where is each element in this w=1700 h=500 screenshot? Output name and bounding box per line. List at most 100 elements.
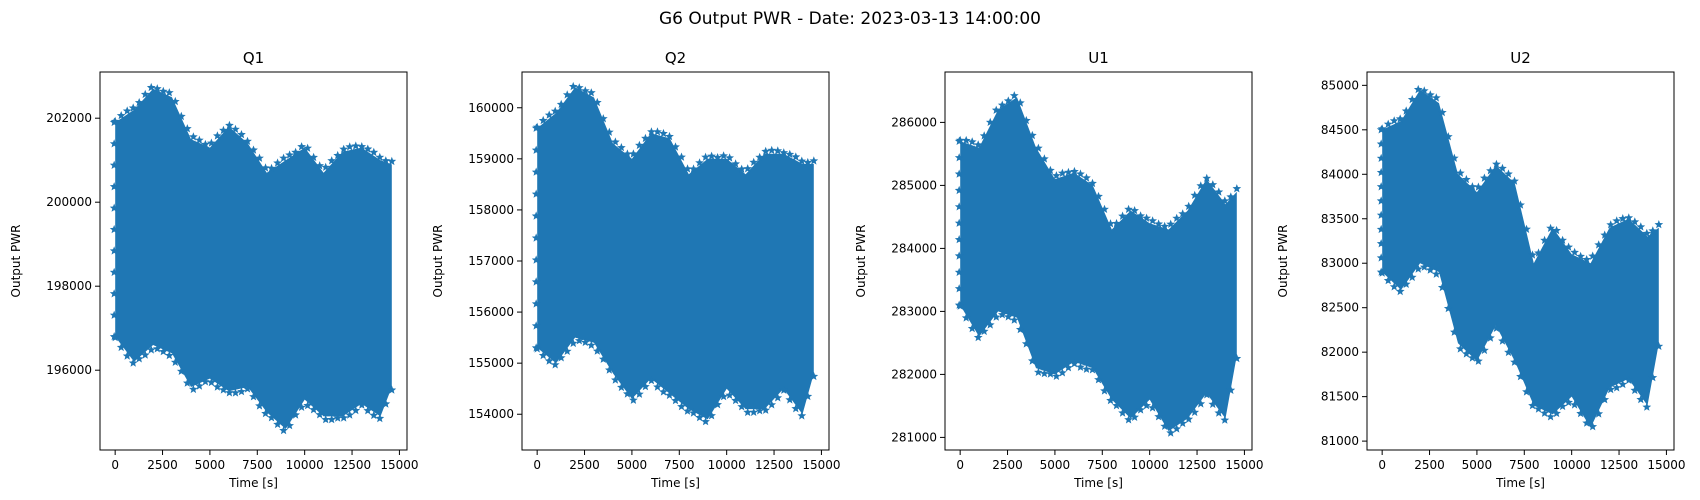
star-marker xyxy=(1034,143,1043,152)
star-marker xyxy=(249,392,258,401)
y-axis-label: Output PWR xyxy=(1276,225,1290,298)
star-marker xyxy=(773,146,783,155)
star-marker xyxy=(611,375,620,384)
star-marker xyxy=(189,132,198,141)
star-marker xyxy=(1624,375,1634,384)
star-marker xyxy=(665,131,674,141)
axes-frame xyxy=(944,71,1253,451)
star-marker xyxy=(1118,408,1127,417)
star-marker xyxy=(592,97,602,107)
star-marker xyxy=(653,127,662,136)
star-marker xyxy=(531,343,541,352)
star-marker xyxy=(1003,96,1013,105)
x-tick-label: 15000 xyxy=(380,458,418,472)
star-marker xyxy=(1395,114,1405,123)
star-marker xyxy=(683,406,692,415)
star-marker xyxy=(109,289,119,298)
star-marker xyxy=(1401,106,1411,115)
star-marker xyxy=(1070,166,1079,176)
star-marker xyxy=(767,145,777,155)
star-marker xyxy=(791,152,801,161)
star-marker xyxy=(531,167,541,176)
star-marker xyxy=(1413,84,1423,94)
star-marker xyxy=(1389,282,1399,291)
star-marker xyxy=(1160,421,1169,430)
star-marker xyxy=(140,89,150,99)
star-marker xyxy=(1510,357,1519,366)
y-tick-label: 157000 xyxy=(468,254,514,268)
star-marker xyxy=(1540,235,1549,245)
star-marker xyxy=(767,400,777,409)
star-marker xyxy=(195,381,204,390)
x-tick-label: 5000 xyxy=(617,458,648,472)
star-marker xyxy=(1558,401,1567,411)
star-marker xyxy=(785,149,795,159)
star-marker xyxy=(1612,216,1622,225)
star-marker xyxy=(659,387,668,396)
star-marker xyxy=(725,390,734,399)
star-marker xyxy=(1172,213,1182,222)
star-marker xyxy=(176,366,186,375)
marker-group xyxy=(1376,84,1664,431)
y-tick-label: 281000 xyxy=(891,430,937,444)
star-marker xyxy=(1618,379,1628,389)
star-marker xyxy=(1112,218,1121,228)
star-marker xyxy=(176,111,186,121)
star-marker xyxy=(653,382,662,391)
star-marker xyxy=(689,408,698,417)
star-marker xyxy=(1034,367,1043,376)
star-marker xyxy=(803,391,813,401)
star-marker xyxy=(345,410,355,419)
star-marker xyxy=(1425,90,1435,99)
x-tick-label: 0 xyxy=(1378,458,1386,472)
star-marker xyxy=(531,123,541,132)
star-marker xyxy=(327,415,337,424)
star-marker xyxy=(719,151,728,160)
star-marker xyxy=(357,142,367,151)
star-marker xyxy=(1052,171,1061,180)
data-band xyxy=(537,87,814,420)
axes-frame xyxy=(1366,71,1675,451)
star-marker xyxy=(183,124,192,133)
star-marker xyxy=(556,99,566,109)
star-marker xyxy=(1160,221,1169,231)
star-marker xyxy=(713,400,722,409)
star-marker xyxy=(677,402,686,411)
star-marker xyxy=(1082,364,1091,373)
star-marker xyxy=(1172,424,1182,433)
star-marker xyxy=(249,145,258,154)
star-marker xyxy=(1202,390,1212,399)
star-marker xyxy=(207,377,216,387)
star-marker xyxy=(1654,341,1664,350)
y-tick-label: 158000 xyxy=(468,203,514,217)
star-marker xyxy=(128,103,138,112)
star-marker xyxy=(109,117,119,127)
star-marker xyxy=(635,389,644,398)
star-marker xyxy=(1552,408,1561,418)
star-marker xyxy=(333,413,343,422)
star-marker xyxy=(1492,323,1501,332)
star-marker xyxy=(243,384,252,393)
star-marker xyxy=(315,410,324,419)
star-marker xyxy=(189,384,198,394)
star-marker xyxy=(803,157,813,167)
star-marker xyxy=(1395,286,1405,296)
star-marker xyxy=(954,235,964,244)
star-marker xyxy=(749,407,759,416)
star-marker xyxy=(243,136,252,145)
star-marker xyxy=(1594,240,1604,249)
star-marker xyxy=(109,203,119,212)
star-marker xyxy=(683,164,692,173)
marker-group xyxy=(954,91,1242,437)
star-marker xyxy=(267,163,276,173)
star-marker xyxy=(140,350,150,359)
star-marker xyxy=(1504,347,1513,357)
x-tick-label: 12500 xyxy=(1600,458,1638,472)
star-marker xyxy=(1058,168,1067,177)
star-marker xyxy=(1383,276,1393,285)
star-marker xyxy=(1106,395,1115,405)
star-marker xyxy=(1220,415,1230,424)
star-marker xyxy=(1534,248,1543,257)
star-marker xyxy=(267,413,276,422)
star-marker xyxy=(1148,403,1157,412)
